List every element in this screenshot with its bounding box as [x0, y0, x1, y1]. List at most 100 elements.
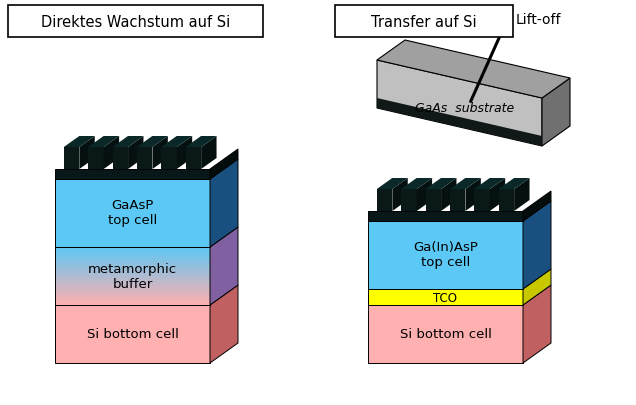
- Bar: [55, 279, 210, 281]
- Bar: [55, 290, 210, 291]
- Bar: [55, 250, 210, 252]
- Bar: [55, 270, 210, 272]
- Bar: [55, 273, 210, 275]
- Bar: [55, 296, 210, 297]
- Polygon shape: [377, 61, 542, 147]
- Text: Si bottom cell: Si bottom cell: [86, 328, 179, 341]
- Bar: [55, 256, 210, 258]
- Bar: [55, 271, 210, 273]
- Bar: [55, 257, 210, 259]
- Polygon shape: [177, 136, 192, 170]
- Bar: [401, 190, 417, 211]
- Bar: [55, 254, 210, 256]
- Bar: [55, 292, 210, 294]
- Bar: [55, 288, 210, 290]
- Polygon shape: [490, 179, 505, 211]
- Polygon shape: [392, 179, 408, 211]
- Polygon shape: [450, 179, 481, 190]
- Polygon shape: [128, 136, 144, 170]
- Bar: [55, 266, 210, 268]
- Bar: [55, 253, 210, 254]
- Bar: [55, 303, 210, 304]
- Bar: [55, 170, 210, 179]
- Bar: [474, 190, 490, 211]
- Polygon shape: [401, 179, 432, 190]
- Bar: [55, 299, 210, 301]
- Bar: [55, 304, 210, 305]
- Polygon shape: [153, 136, 168, 170]
- Bar: [55, 283, 210, 284]
- Polygon shape: [377, 179, 408, 190]
- Bar: [368, 222, 523, 289]
- Polygon shape: [210, 285, 238, 363]
- Polygon shape: [377, 41, 570, 99]
- Bar: [55, 281, 210, 283]
- Bar: [55, 248, 210, 250]
- Bar: [55, 179, 210, 247]
- Bar: [377, 190, 392, 211]
- Text: TCO: TCO: [434, 291, 457, 304]
- Bar: [162, 148, 177, 170]
- Polygon shape: [210, 160, 238, 247]
- Bar: [368, 289, 523, 305]
- Bar: [55, 260, 210, 261]
- Text: Si bottom cell: Si bottom cell: [399, 328, 492, 341]
- Bar: [55, 280, 210, 282]
- Polygon shape: [425, 179, 457, 190]
- Text: Lift-off: Lift-off: [516, 13, 561, 27]
- Bar: [88, 148, 104, 170]
- Bar: [64, 148, 80, 170]
- Bar: [55, 284, 210, 286]
- Polygon shape: [104, 136, 119, 170]
- Bar: [450, 190, 466, 211]
- Bar: [113, 148, 128, 170]
- Bar: [55, 252, 210, 253]
- Bar: [55, 293, 210, 295]
- Polygon shape: [417, 179, 432, 211]
- Bar: [55, 247, 210, 305]
- Polygon shape: [441, 179, 457, 211]
- Bar: [368, 211, 523, 222]
- Text: GaAsP
top cell: GaAsP top cell: [108, 198, 157, 226]
- Polygon shape: [542, 79, 570, 147]
- Bar: [8, 6, 263, 38]
- Bar: [55, 261, 210, 262]
- Bar: [55, 305, 210, 363]
- Bar: [55, 277, 210, 279]
- Polygon shape: [210, 149, 238, 179]
- Bar: [55, 247, 210, 249]
- Polygon shape: [162, 136, 192, 148]
- Text: Direktes Wachstum auf Si: Direktes Wachstum auf Si: [41, 15, 230, 30]
- Bar: [55, 249, 210, 251]
- Bar: [55, 296, 210, 298]
- Bar: [55, 301, 210, 303]
- Polygon shape: [523, 192, 551, 222]
- Bar: [55, 286, 210, 288]
- Bar: [137, 148, 153, 170]
- Text: metamorphic
buffer: metamorphic buffer: [88, 262, 177, 290]
- Bar: [55, 268, 210, 269]
- Polygon shape: [113, 136, 144, 148]
- Polygon shape: [80, 136, 95, 170]
- Bar: [55, 258, 210, 260]
- Bar: [55, 291, 210, 292]
- Bar: [335, 6, 513, 38]
- Polygon shape: [377, 99, 542, 147]
- Bar: [55, 262, 210, 264]
- Bar: [55, 294, 210, 296]
- Polygon shape: [523, 269, 551, 305]
- Bar: [55, 300, 210, 302]
- Polygon shape: [466, 179, 481, 211]
- Bar: [55, 272, 210, 274]
- Bar: [55, 263, 210, 265]
- Bar: [186, 148, 201, 170]
- Bar: [55, 275, 210, 276]
- Polygon shape: [186, 136, 216, 148]
- Bar: [499, 190, 514, 211]
- Polygon shape: [210, 228, 238, 305]
- Bar: [425, 190, 441, 211]
- Polygon shape: [474, 179, 505, 190]
- Bar: [55, 264, 210, 266]
- Bar: [55, 298, 210, 299]
- Bar: [55, 255, 210, 257]
